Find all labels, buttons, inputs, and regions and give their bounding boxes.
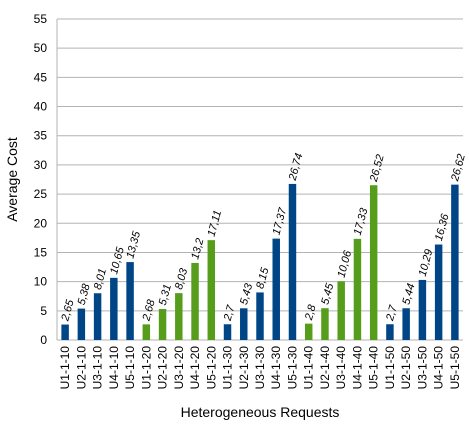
data-label-U1-1-40: 2,8 <box>303 303 319 323</box>
x-tick-label-U2-1-20: U2-1-20 <box>156 346 170 390</box>
data-label-U3-1-30: 8,15 <box>254 266 271 291</box>
x-tick-label-U3-1-40: U3-1-40 <box>334 346 348 390</box>
y-tick-label: 25 <box>34 187 48 201</box>
x-tick-label-U2-1-10: U2-1-10 <box>74 346 88 390</box>
data-label-U2-1-50: 5,44 <box>400 282 417 306</box>
data-label-U4-1-20: 13,2 <box>189 237 206 261</box>
y-tick-label: 15 <box>34 245 48 259</box>
x-tick-label-U2-1-40: U2-1-40 <box>318 346 332 390</box>
data-label-U4-1-30: 17,37 <box>271 206 290 237</box>
x-tick-label-U4-1-20: U4-1-20 <box>188 346 202 390</box>
bar-U2-1-30 <box>240 308 248 340</box>
x-tick-label-U1-1-40: U1-1-40 <box>302 346 316 390</box>
data-label-U4-1-40: 17,33 <box>352 206 371 237</box>
data-label-U5-1-50: 26,62 <box>449 153 468 184</box>
y-tick-label: 0 <box>40 333 47 347</box>
x-tick-label-U4-1-40: U4-1-40 <box>350 346 364 390</box>
bar-U2-1-10 <box>77 308 86 340</box>
data-label-U3-1-10: 8,01 <box>92 267 109 291</box>
bar-U4-1-50 <box>434 244 443 340</box>
bar-U2-1-50 <box>402 308 410 340</box>
bar-U5-1-50 <box>451 184 459 340</box>
data-label-U2-1-30: 5,43 <box>238 281 255 306</box>
x-tick-label-U3-1-10: U3-1-10 <box>91 346 105 390</box>
x-tick-label-U4-1-30: U4-1-30 <box>269 346 283 390</box>
data-label-U1-1-10: 2,65 <box>59 298 77 324</box>
bar-U3-1-30 <box>256 292 264 340</box>
x-tick-label-U4-1-50: U4-1-50 <box>432 346 446 390</box>
data-label-U3-1-40: 10,06 <box>336 249 355 280</box>
data-label-U5-1-30: 26,74 <box>287 152 306 183</box>
bar-U5-1-30 <box>288 183 297 340</box>
data-label-U4-1-10: 10,65 <box>108 245 127 276</box>
x-tick-label-U2-1-50: U2-1-50 <box>399 346 413 390</box>
x-tick-label-U1-1-50: U1-1-50 <box>383 346 397 390</box>
y-tick-label: 35 <box>34 129 48 143</box>
data-label-U2-1-20: 5,31 <box>157 283 174 307</box>
x-tick-label-U1-1-10: U1-1-10 <box>58 346 72 390</box>
x-tick-label-U1-1-20: U1-1-20 <box>139 346 153 390</box>
bar-U1-1-30 <box>223 324 232 340</box>
y-tick-label: 10 <box>34 275 48 289</box>
x-tick-label-U5-1-30: U5-1-30 <box>285 346 299 390</box>
data-label-U5-1-10: 13,35 <box>124 229 143 260</box>
bar-U5-1-20 <box>207 240 216 340</box>
bar-U3-1-40 <box>337 281 345 340</box>
bar-U4-1-20 <box>191 262 199 340</box>
data-label-U1-1-20: 2,68 <box>140 297 158 323</box>
data-label-U2-1-40: 5,45 <box>319 281 336 306</box>
x-axis-title: Heterogeneous Requests <box>181 404 340 420</box>
data-label-U3-1-20: 8,03 <box>173 266 190 291</box>
data-label-U5-1-40: 26,52 <box>368 153 387 184</box>
bar-U1-1-50 <box>386 324 394 340</box>
data-label-U1-1-30: 2,7 <box>222 303 238 323</box>
x-tick-label-U3-1-50: U3-1-50 <box>415 346 429 390</box>
x-tick-label-U5-1-20: U5-1-20 <box>204 346 218 390</box>
y-tick-labels: 0 5 10 15 20 25 30 35 40 45 50 55 <box>34 12 48 347</box>
bars <box>61 183 459 340</box>
bar-U3-1-10 <box>93 293 102 340</box>
x-tick-label-U1-1-30: U1-1-30 <box>221 346 235 390</box>
bar-U2-1-20 <box>158 309 167 340</box>
y-tick-label: 50 <box>34 41 48 55</box>
x-tick-label-U5-1-50: U5-1-50 <box>448 346 462 390</box>
x-tick-label-U3-1-20: U3-1-20 <box>172 346 186 390</box>
x-tick-label-U4-1-10: U4-1-10 <box>107 346 121 390</box>
data-label-U1-1-50: 2,7 <box>384 303 400 323</box>
bar-U1-1-20 <box>142 324 151 340</box>
x-tick-label-U3-1-30: U3-1-30 <box>253 346 267 390</box>
y-tick-label: 30 <box>34 158 48 172</box>
bar-U5-1-10 <box>126 262 134 340</box>
bar-U1-1-40 <box>304 323 313 340</box>
bar-U2-1-40 <box>321 308 329 340</box>
y-tick-label: 45 <box>34 70 48 84</box>
bar-U3-1-50 <box>418 279 427 340</box>
x-tick-label-U5-1-40: U5-1-40 <box>367 346 381 390</box>
grid-lines <box>56 18 463 341</box>
bar-U4-1-30 <box>272 238 280 340</box>
y-axis-title: Average Cost <box>4 137 20 222</box>
bar-U1-1-10 <box>61 324 69 340</box>
y-tick-label: 40 <box>34 100 48 114</box>
data-label-U4-1-50: 16,36 <box>433 212 452 243</box>
bar-U4-1-10 <box>110 277 118 340</box>
y-tick-label: 5 <box>40 304 47 318</box>
y-tick-label: 20 <box>34 216 48 230</box>
data-label-U2-1-10: 5,38 <box>76 282 93 307</box>
bar-U3-1-20 <box>175 293 183 340</box>
y-tick-label: 55 <box>34 12 48 26</box>
x-tick-label-U5-1-10: U5-1-10 <box>123 346 137 390</box>
bar-U4-1-40 <box>353 238 362 340</box>
x-tick-labels: U1-1-10 U2-1-10 U3-1-10 U4-1-10 U5-1-10 U1-1-… <box>58 346 462 390</box>
x-tick-label-U2-1-30: U2-1-30 <box>237 346 251 390</box>
bar-U5-1-40 <box>369 185 378 340</box>
